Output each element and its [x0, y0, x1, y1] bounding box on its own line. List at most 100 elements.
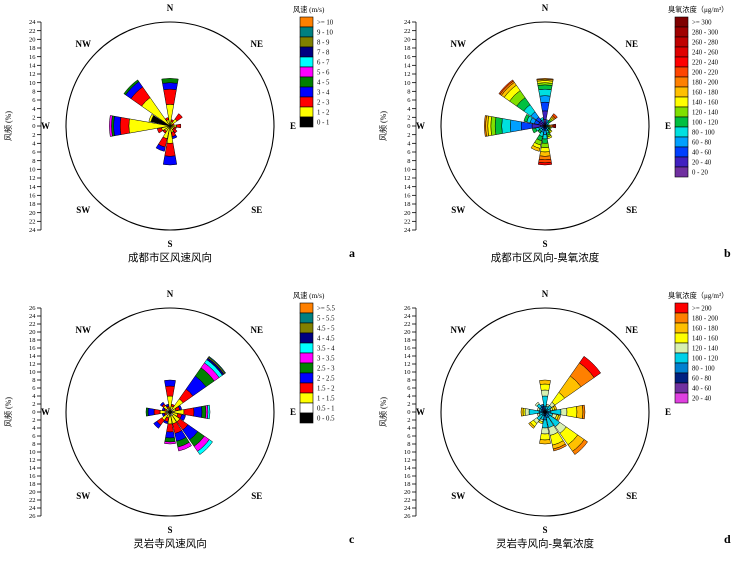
petal-segment-n: [536, 78, 554, 81]
axis-tick-label: 24: [404, 227, 411, 234]
petal-segment-ssw: [163, 420, 169, 425]
axis-tick-label: 10: [29, 369, 36, 376]
axis-tick-label: 12: [29, 175, 36, 182]
axis-tick-label: 20: [404, 37, 411, 44]
compass-label-e: E: [290, 407, 296, 417]
compass-label-e: E: [665, 121, 671, 131]
petal-segment-w: [524, 408, 530, 416]
panel-letter: b: [724, 246, 731, 260]
compass-label-s: S: [542, 525, 547, 535]
petal-segment-s: [540, 147, 550, 153]
petal-segment-se: [548, 129, 553, 134]
petal-segment-nw: [123, 79, 140, 96]
legend-label: 1 - 2: [317, 109, 330, 116]
legend-swatch: [299, 382, 314, 394]
legend-swatch: [299, 302, 314, 314]
axis-tick-label: 2: [407, 417, 410, 424]
petal-segment-e: [566, 406, 578, 418]
legend-label: 180 - 200: [692, 79, 719, 86]
legend-swatch: [674, 362, 689, 374]
legend-swatch: [674, 342, 689, 354]
axis-tick-label: 22: [29, 321, 36, 328]
panel-a-chengdu-wind-speed: 24 22 20 18 16 14 12 10 8 6 4 2 0 2 4 6 8 10 12 14 16 18 20 22 2…: [0, 0, 375, 286]
petal-segment-wsw: [536, 413, 541, 417]
compass-label-s: S: [167, 525, 172, 535]
petal-segment-e: [554, 123, 557, 129]
petal-segment-e: [193, 406, 203, 418]
legend-label: 0 - 1: [317, 119, 329, 126]
compass-label-nw: NW: [75, 39, 91, 49]
axis-tick-label: 22: [404, 219, 411, 226]
axis-tick-label: 22: [29, 219, 36, 226]
petal-segment-e: [576, 405, 584, 419]
compass-label-sw: SW: [451, 205, 465, 215]
axis-tick-label: 18: [404, 45, 411, 52]
axis-tick-label: 0: [407, 409, 410, 416]
petal-segment-ne: [552, 113, 558, 119]
axis-tick-label: 6: [32, 97, 36, 104]
axis-tick-label: 8: [32, 89, 35, 96]
compass-label-ne: NE: [626, 39, 639, 49]
axis-tick-label: 2: [32, 115, 35, 122]
axis-tick-label: 18: [29, 45, 36, 52]
petal-segment-w: [109, 115, 113, 137]
axis-tick-label: 22: [404, 28, 411, 35]
rose-outer-circle: [440, 307, 650, 517]
petal-segment-e: [176, 123, 182, 129]
compass-label-n: N: [167, 3, 174, 13]
compass-label-se: SE: [626, 205, 637, 215]
petal-segment-e: [582, 404, 586, 420]
axis-tick-label: 18: [29, 481, 36, 488]
petal-segment-nne: [171, 403, 175, 408]
legend-label: 100 - 120: [692, 355, 719, 362]
petal-segment-s: [539, 439, 551, 445]
legend-label: 20 - 40: [692, 395, 712, 402]
rose-outer-circle: [65, 307, 275, 517]
petal-segment-n: [537, 84, 553, 91]
compass-label-n: N: [542, 3, 549, 13]
axis-tick-label: 22: [404, 497, 411, 504]
legend-swatch: [299, 46, 314, 58]
axis-tick-label: 16: [29, 54, 36, 61]
axis-tick-label: 14: [29, 184, 36, 191]
axis-tick-label: 16: [404, 54, 411, 61]
axis-tick-label: 2: [407, 115, 410, 122]
petal-segment-n: [539, 379, 551, 385]
compass-label-nw: NW: [450, 39, 466, 49]
legend-label: 200 - 220: [692, 69, 719, 76]
legend-label: 60 - 80: [692, 139, 712, 146]
axis-tick-label: 16: [404, 473, 411, 480]
legend-label: 1.5 - 2: [317, 385, 335, 392]
panel-letter: c: [349, 532, 355, 546]
petal-segment-w: [113, 115, 122, 137]
legend-swatch: [674, 26, 689, 38]
axis-tick-label: 6: [32, 149, 36, 156]
compass-label-s: S: [167, 239, 172, 249]
legend-label: 6 - 7: [317, 59, 330, 66]
axis-tick-label: 14: [404, 63, 411, 70]
axis-tick-label: 4: [32, 106, 36, 113]
petal-segment-ne: [579, 355, 602, 378]
compass-label-ne: NE: [251, 325, 264, 335]
rose-outer-circle: [65, 21, 275, 231]
compass-label-se: SE: [251, 205, 262, 215]
axis-tick-label: 4: [407, 106, 411, 113]
legend-swatch: [674, 382, 689, 394]
petal-segment-nnw: [539, 117, 544, 121]
axis-tick-label: 26: [404, 305, 411, 312]
petal-segment-sw: [528, 421, 536, 429]
axis-tick-label: 12: [29, 361, 36, 368]
axis-tick-label: 10: [404, 80, 411, 87]
legend-label: 260 - 280: [692, 39, 719, 46]
legend-label: 4 - 5: [317, 79, 330, 86]
axis-tick-label: 20: [29, 210, 36, 217]
legend-swatch: [674, 36, 689, 48]
legend-label: >= 5.5: [317, 305, 335, 312]
axis-tick-label: 2: [407, 132, 410, 139]
axis-tick-label: 26: [29, 513, 36, 520]
axis-tick-label: 0: [32, 409, 35, 416]
petal-segment-ene: [178, 405, 183, 411]
petal-segment-w: [520, 121, 533, 131]
petal-segment-n: [538, 88, 552, 97]
